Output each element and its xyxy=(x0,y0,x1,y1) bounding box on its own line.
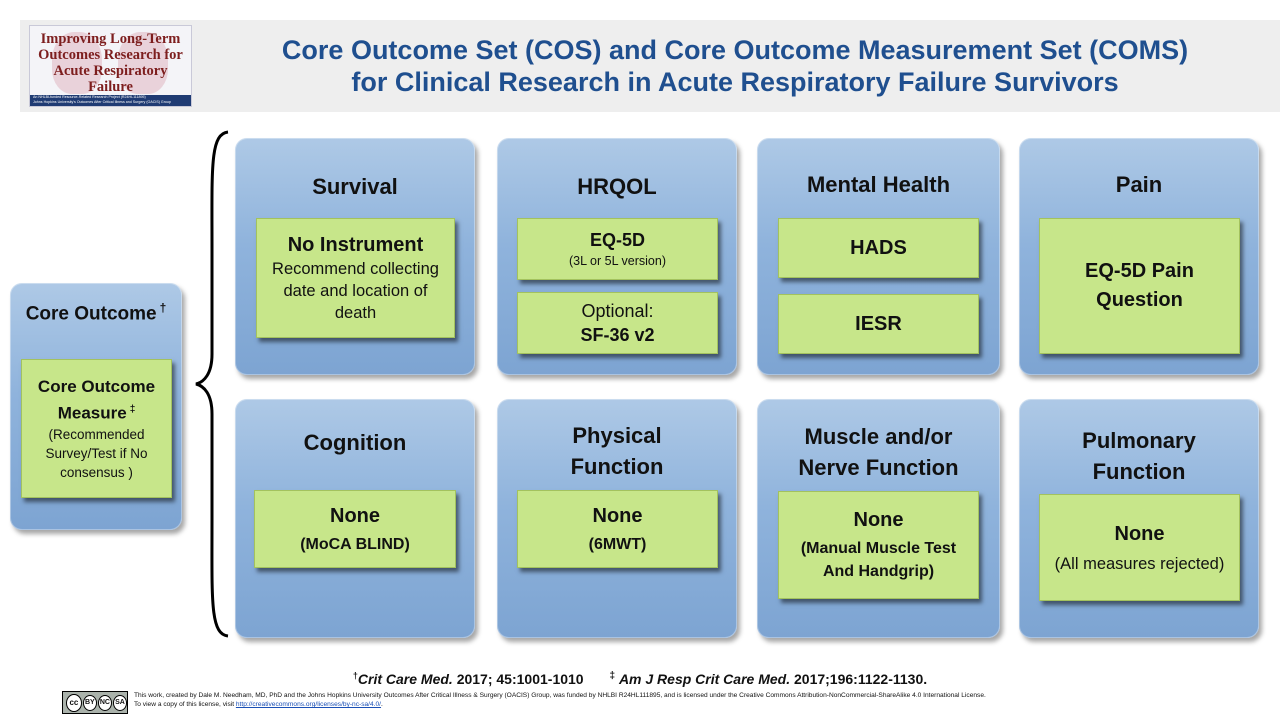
outcome-title: Physical Function xyxy=(570,423,664,479)
outcome-title: Survival xyxy=(312,174,398,199)
outcome-box-mental-health: Mental Health HADS IESR xyxy=(757,138,1000,375)
outcome-box-muscle-nerve-function: Muscle and/or Nerve Function None (Manua… xyxy=(757,399,1000,638)
logo-strip: An NHLBI-funded Resource-Related Researc… xyxy=(30,95,191,106)
page-title: Core Outcome Set (COS) and Core Outcome … xyxy=(281,35,1189,97)
measure-box: No Instrument Recommend collecting date … xyxy=(256,218,455,338)
license-text: This work, created by Dale M. Needham, M… xyxy=(134,692,986,708)
license-link[interactable]: http://creativecommons.org/licenses/by-n… xyxy=(235,701,382,708)
legend-box: Core Outcome † Core Outcome Measure ‡ (Rec… xyxy=(10,283,182,530)
outcome-box-hrqol: HRQOL EQ-5D (3L or 5L version) Optional:… xyxy=(497,138,737,375)
references: †Crit Care Med. 2017; 45:1001-1010 ‡ Am … xyxy=(352,670,928,687)
outcome-box-physical-function: Physical Function None (6MWT) xyxy=(497,399,737,638)
outcome-title: Pulmonary Function xyxy=(1082,428,1196,484)
measure-box: None (All measures rejected) xyxy=(1039,494,1240,601)
outcome-title: Muscle and/or Nerve Function xyxy=(798,424,959,480)
measure-box: None (6MWT) xyxy=(517,490,718,568)
outcome-box-pain: Pain EQ-5D Pain Question xyxy=(1019,138,1259,375)
lung-right-icon xyxy=(118,32,168,94)
measure-box: EQ-5D (3L or 5L version) xyxy=(517,218,718,280)
curly-brace xyxy=(195,130,229,638)
outcome-title: Cognition xyxy=(303,430,407,455)
outcome-title: Pain xyxy=(1115,172,1163,197)
logo-text: Improving Long-Term Outcomes Research fo… xyxy=(38,31,183,95)
outcome-box-pulmonary-function: Pulmonary Function None (All measures re… xyxy=(1019,399,1259,638)
sa-icon: SA xyxy=(112,694,127,711)
nc-icon: NC xyxy=(97,694,112,711)
measure-box: HADS xyxy=(778,218,979,278)
project-logo: Improving Long-Term Outcomes Research fo… xyxy=(29,25,192,107)
measure-box: None (Manual Muscle Test And Handgrip) xyxy=(778,491,979,599)
outcome-box-cognition: Cognition None (MoCA BLIND) xyxy=(235,399,475,638)
lung-left-icon xyxy=(52,32,102,94)
outcome-title: Mental Health xyxy=(806,172,951,197)
cc-icon: cc xyxy=(66,693,82,712)
creative-commons-badge[interactable]: cc BY NC SA xyxy=(62,691,128,714)
legend-title: Core Outcome † xyxy=(25,301,167,325)
outcome-box-survival: Survival No Instrument Recommend collect… xyxy=(235,138,475,375)
header-band xyxy=(20,20,1280,112)
measure-box: None (MoCA BLIND) xyxy=(254,490,456,568)
outcome-title: HRQOL xyxy=(577,174,657,199)
measure-box: EQ-5D Pain Question xyxy=(1039,218,1240,354)
legend-measure-box: Core Outcome Measure ‡ (Recommended Surve… xyxy=(21,359,172,498)
measure-box: IESR xyxy=(778,294,979,354)
optional-measure-box: Optional: SF-36 v2 xyxy=(517,292,718,354)
by-icon: BY xyxy=(82,694,97,711)
